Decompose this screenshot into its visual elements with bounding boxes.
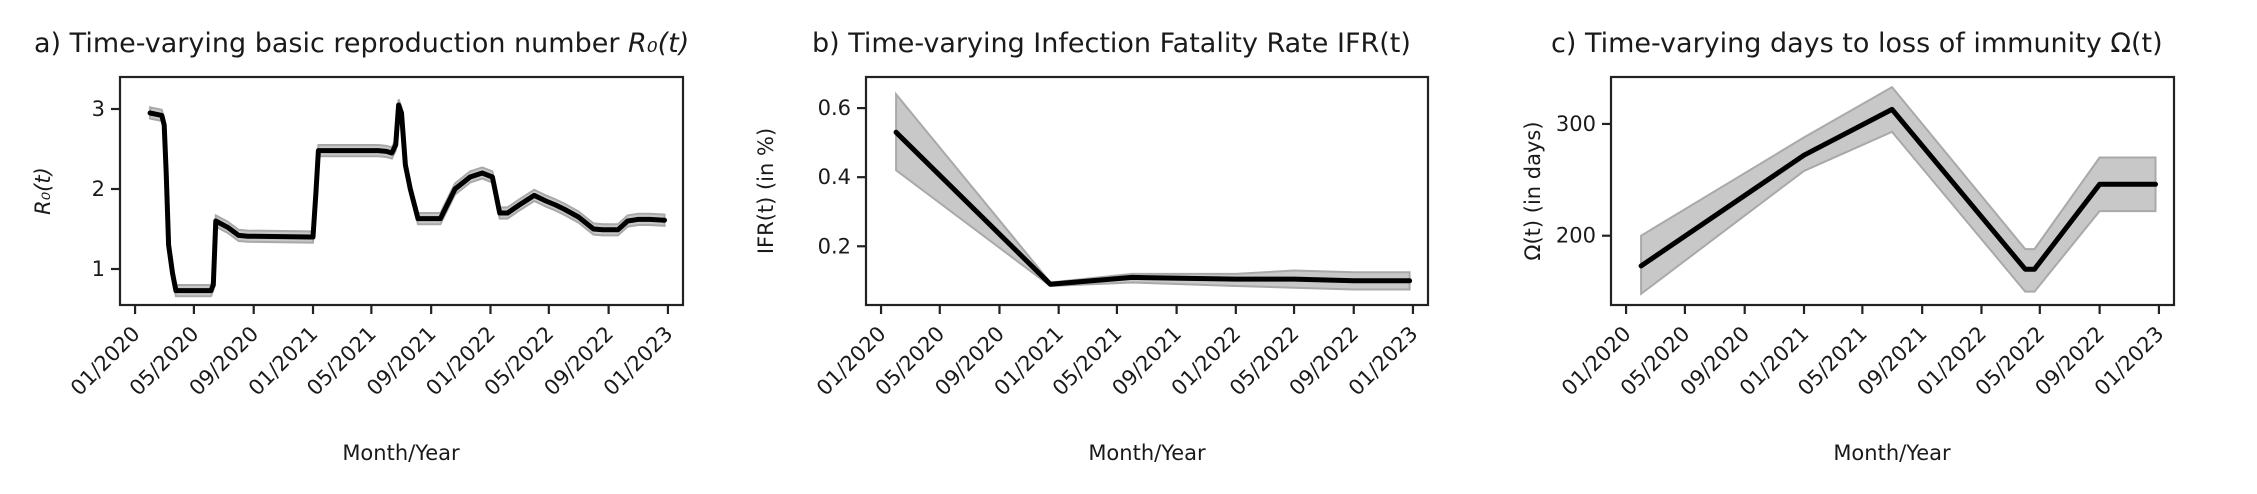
confidence-band-c bbox=[1640, 85, 2157, 296]
panel-b-series bbox=[893, 129, 1413, 287]
panel-b-x-axis: 01/202005/202009/202001/202105/202109/20… bbox=[812, 305, 1422, 400]
panel-c-x-axis: 01/202005/202009/202001/202105/202109/20… bbox=[1557, 305, 2168, 400]
panel-a-ylabel: R₀(t) bbox=[31, 167, 55, 215]
panel-a-frame bbox=[118, 75, 685, 307]
confidence-band-b bbox=[895, 91, 1411, 291]
y-tick-label: 2 bbox=[92, 177, 105, 201]
panel-a-confidence-band bbox=[149, 99, 666, 298]
y-tick-label: 0.2 bbox=[818, 234, 851, 258]
panel-c-frame bbox=[1609, 75, 2176, 307]
y-tick-label: 200 bbox=[1556, 224, 1596, 248]
panel-c-xlabel: Month/Year bbox=[1833, 441, 1951, 465]
y-tick-label: 1 bbox=[92, 257, 105, 281]
y-tick-label: 300 bbox=[1556, 112, 1596, 136]
series-line-b bbox=[893, 129, 1413, 287]
series-line-a bbox=[147, 102, 667, 294]
panel-c-confidence-band bbox=[1640, 85, 2157, 296]
y-tick-label: 3 bbox=[92, 97, 105, 121]
y-tick-label: 0.6 bbox=[818, 96, 851, 120]
panel-b-ylabel: IFR(t) (in %) bbox=[754, 128, 778, 254]
panel-b-xlabel: Month/Year bbox=[1088, 441, 1206, 465]
panel-b-frame bbox=[864, 75, 1430, 307]
panel-b-title: b) Time-varying Infection Fatality Rate … bbox=[812, 28, 1411, 59]
panel-a-y-axis: 1 2 3 bbox=[92, 97, 120, 281]
panel-c-series bbox=[1638, 106, 2158, 272]
panel-a-x-axis: 01/202005/202009/202001/202105/202109/20… bbox=[66, 305, 677, 400]
panel-c-y-axis: 200 300 bbox=[1556, 112, 1611, 248]
panel-b-y-axis: 0.2 0.4 0.6 bbox=[818, 96, 866, 258]
confidence-band-a bbox=[149, 99, 666, 298]
panel-c-ylabel: Ω(t) (in days) bbox=[1521, 121, 1545, 260]
panel-c: c) Time-varying days to loss of immunity… bbox=[1521, 28, 2176, 465]
panel-c-title: c) Time-varying days to loss of immunity… bbox=[1551, 28, 2163, 59]
y-tick-label: 0.4 bbox=[818, 165, 851, 189]
panel-a-series bbox=[147, 102, 667, 294]
panel-a-xlabel: Month/Year bbox=[342, 441, 460, 465]
panel-a: a) Time-varying basic reproduction numbe… bbox=[31, 28, 689, 465]
series-line-c bbox=[1638, 106, 2158, 272]
panel-b: b) Time-varying Infection Fatality Rate … bbox=[754, 28, 1430, 465]
panel-b-confidence-band bbox=[895, 91, 1411, 291]
panel-a-title: a) Time-varying basic reproduction numbe… bbox=[34, 28, 689, 59]
